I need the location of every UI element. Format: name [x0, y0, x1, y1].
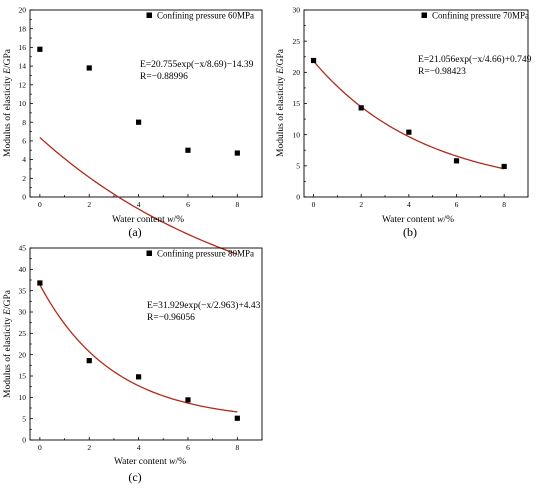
panel-b-data-point — [310, 57, 317, 64]
panel-c-data-point — [37, 280, 43, 286]
panel-a-data-point — [37, 46, 43, 52]
panel-c-ytick-label: 40 — [19, 265, 27, 274]
panel-b-xtick-label: 0 — [312, 200, 316, 209]
panel-b-xtick-label: 4 — [407, 200, 411, 209]
panel-c-r-value: R=−0.96056 — [147, 313, 195, 323]
panel-c-legend-label: Confining pressure 80MPa — [157, 249, 254, 259]
panel-b-ytick-label: 30 — [293, 6, 301, 15]
panel-b: 0 2 4 6 8 0 5 10 15 20 25 30 Confining pressure 70MP… — [275, 6, 532, 239]
panel-a-ytick-label: 0 — [22, 193, 26, 202]
panel-c-ytick-label: 35 — [19, 286, 27, 295]
panel-a-legend-marker — [146, 12, 152, 18]
panel-b-data-point — [358, 105, 364, 111]
panel-a-fit-curve — [39, 137, 238, 255]
panel-c-fit-curve — [39, 284, 238, 413]
panel-b-legend-marker — [421, 12, 427, 18]
panel-a-legend-label: Confining pressure 60MPa — [157, 11, 254, 21]
panel-b-ytick-label: 25 — [293, 37, 301, 46]
panel-b-x-axis-label: Water content w/% — [382, 215, 454, 225]
panel-c-legend-marker — [146, 250, 152, 256]
panel-a-xtick-label: 8 — [235, 200, 239, 209]
panel-b-fit-curve — [313, 60, 505, 170]
panel-c-ytick-label: 0 — [22, 436, 26, 445]
panel-c-legend: Confining pressure 80MPa — [146, 249, 254, 259]
panel-b-panel-label: (b) — [403, 225, 417, 239]
panel-c-ytick-label: 5 — [22, 414, 26, 423]
panel-c-xtick-label: 4 — [137, 443, 141, 452]
panel-a-ytick-label: 12 — [19, 80, 27, 89]
panel-a-ytick-label: 16 — [19, 43, 27, 52]
panel-c-ytick-label: 30 — [19, 308, 27, 317]
panel-b-ytick-label: 10 — [293, 130, 301, 139]
panel-a-legend: Confining pressure 60MPa — [146, 11, 254, 21]
panel-a-ytick-label: 20 — [19, 6, 27, 15]
panel-c-panel-label: (c) — [128, 470, 141, 484]
panel-c-xtick-label: 6 — [186, 443, 190, 452]
panel-c-xtick-label: 0 — [38, 443, 42, 452]
panel-b-xtick-label: 8 — [502, 200, 506, 209]
panel-a-xtick-label: 4 — [137, 200, 141, 209]
panel-a: 0 2 4 6 8 0 2 4 6 8 10 12 14 16 18 20 Confining pressure… — [2, 6, 263, 255]
panel-a-ytick-label: 10 — [19, 99, 27, 108]
panel-c-data-point — [185, 397, 191, 403]
panel-b-legend: Confining pressure 70MPa — [421, 11, 529, 21]
panel-a-xtick-label: 6 — [186, 200, 190, 209]
panel-b-ytick-label: 20 — [293, 68, 301, 77]
panel-a-data-point — [234, 150, 240, 156]
panel-c-ytick-label: 15 — [19, 372, 27, 381]
panel-b-xtick-label: 6 — [455, 200, 459, 209]
panel-b-xtick-label: 2 — [359, 200, 363, 209]
panel-c-ytick-label: 10 — [19, 393, 27, 402]
panel-c-ytick-label: 45 — [19, 244, 27, 253]
panel-a-ytick-label: 6 — [22, 137, 26, 146]
panel-a-ytick-label: 18 — [19, 24, 27, 33]
panel-c-xtick-label: 2 — [87, 443, 91, 452]
panel-b-legend-label: Confining pressure 70MPa — [432, 11, 529, 21]
panel-b-data-point — [406, 129, 412, 135]
panel-a-xtick-label: 2 — [87, 200, 91, 209]
panel-a-data-point — [185, 147, 191, 153]
panel-c-ytick-label: 25 — [19, 329, 27, 338]
panel-b-fit-equation: E=21.056exp(−x/4.66)+0.749 — [418, 54, 532, 65]
panel-a-ytick-label: 14 — [19, 62, 27, 71]
panel-c-data-point — [234, 415, 240, 421]
panel-c-xtick-label: 8 — [235, 443, 239, 452]
panel-a-data-point — [86, 65, 92, 71]
panel-c-data-point — [86, 358, 92, 364]
panel-b-ytick-label: 0 — [296, 193, 300, 202]
panel-c-ytick-label: 20 — [19, 350, 27, 359]
panel-b-r-value: R=−0.98423 — [418, 67, 466, 77]
panel-a-ytick-label: 2 — [22, 174, 26, 183]
panel-c-y-axis-label: Modulus of elasticity E/GPa — [2, 289, 13, 398]
panel-b-plot-frame — [303, 9, 529, 198]
panel-b-data-point — [453, 158, 460, 164]
panel-c: 0 2 4 6 8 0 5 10 15 20 25 30 35 40 45 Confining pressur… — [2, 244, 263, 484]
panel-c-data-point — [135, 374, 142, 380]
panel-b-ytick-label: 5 — [296, 161, 300, 170]
panel-b-y-axis-label: Modulus of elasticity E/GPa — [275, 48, 286, 157]
panel-a-plot-frame — [29, 9, 263, 198]
panel-b-ytick-label: 15 — [293, 99, 301, 108]
panel-a-panel-label: (a) — [128, 225, 141, 239]
panel-a-ytick-label: 4 — [22, 155, 26, 164]
panel-a-xtick-label: 0 — [38, 200, 42, 209]
panel-a-ytick-label: 8 — [22, 118, 26, 127]
panel-a-data-point — [135, 119, 142, 125]
panel-a-fit-equation: E=20.755exp(−x/8.69)−14.39 — [140, 59, 254, 70]
panel-a-y-axis-label: Modulus of elasticity E/GPa — [2, 48, 13, 157]
panel-a-x-axis-label: Water content w/% — [112, 215, 184, 225]
panel-a-r-value: R=−0.88996 — [140, 72, 188, 82]
panel-b-data-point — [501, 163, 507, 170]
panel-c-x-axis-label: Water content w/% — [114, 457, 186, 467]
panel-c-fit-equation: E=31.929exp(−x/2.963)+4.43 — [147, 300, 261, 311]
